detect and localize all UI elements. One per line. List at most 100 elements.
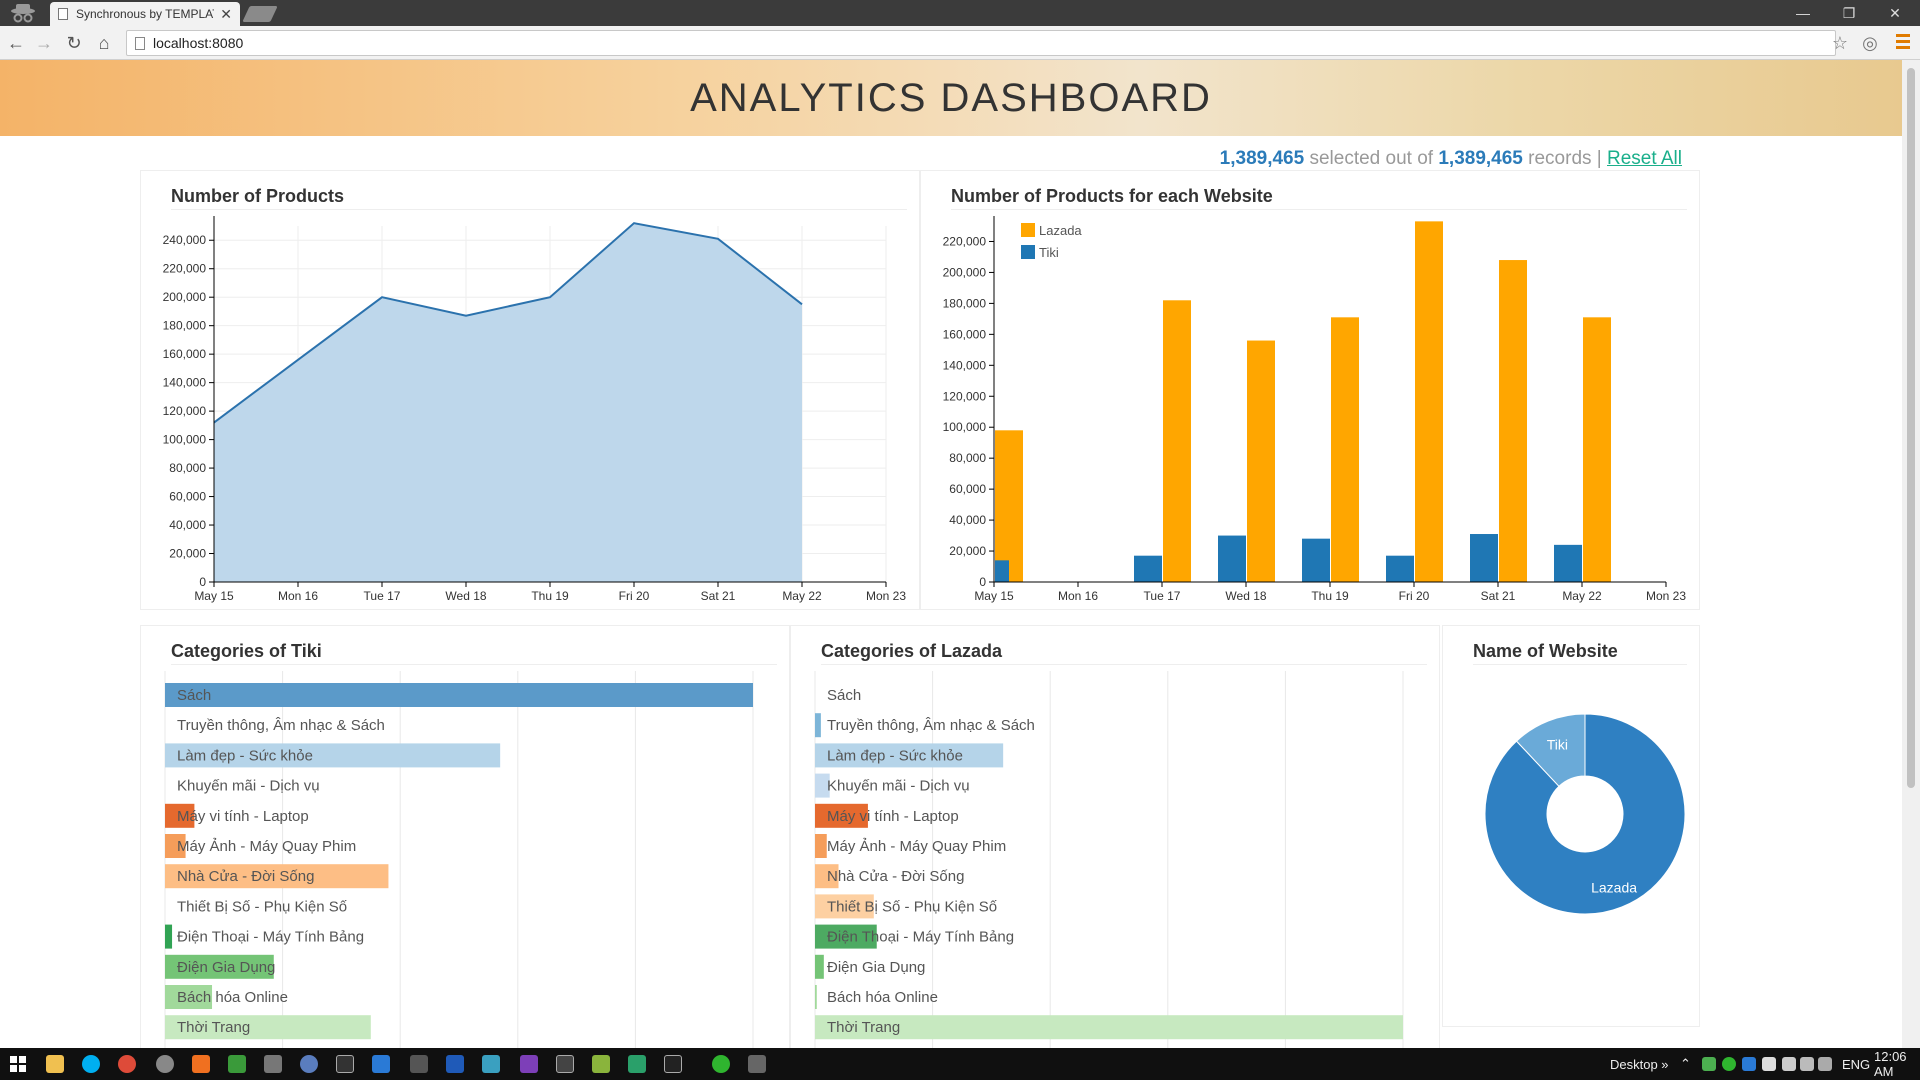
category-label: Thiết Bị Số - Phụ Kiện Số — [827, 898, 998, 915]
bookmark-star-icon[interactable]: ☆ — [1831, 32, 1849, 53]
address-bar[interactable]: localhost:8080 — [126, 30, 1836, 56]
app-icon[interactable] — [628, 1055, 646, 1073]
y-tick-label: 120,000 — [163, 404, 207, 418]
app-icon[interactable] — [748, 1055, 766, 1073]
visual-studio-icon[interactable] — [520, 1055, 538, 1073]
windows-start-icon[interactable] — [10, 1056, 26, 1072]
selected-count: 1,389,465 — [1219, 148, 1305, 169]
category-bar — [165, 834, 186, 858]
back-icon[interactable]: ← — [7, 32, 25, 53]
y-tick-label: 160,000 — [163, 347, 207, 361]
page-title: ANALYTICS DASHBOARD — [690, 75, 1212, 120]
category-bar — [165, 864, 389, 889]
bar-tiki — [1470, 534, 1498, 582]
sublime-icon[interactable] — [192, 1055, 210, 1073]
desktop-toolbar[interactable]: Desktop » — [1610, 1056, 1669, 1072]
app-icon[interactable] — [410, 1055, 428, 1073]
page-icon — [135, 36, 145, 50]
tab-title: Synchronous by TEMPLAT — [76, 7, 215, 21]
x-tick-label: Thu 19 — [1311, 589, 1349, 603]
app-icon[interactable] — [336, 1055, 354, 1073]
app-icon[interactable] — [264, 1055, 282, 1073]
reset-all-link[interactable]: Reset All — [1607, 148, 1682, 169]
menu-icon[interactable] — [1896, 34, 1910, 52]
category-label: Khuyến mãi - Dịch vụ — [177, 778, 320, 795]
bar-tiki — [1302, 538, 1330, 582]
terminal-icon[interactable] — [556, 1055, 574, 1073]
app-icon[interactable] — [664, 1055, 682, 1073]
language-indicator[interactable]: ENG — [1842, 1056, 1871, 1072]
y-tick-label: 140,000 — [943, 358, 987, 372]
x-tick-label: Thu 19 — [531, 589, 569, 603]
reload-icon[interactable]: ↻ — [66, 32, 82, 53]
tiki-categories-chart[interactable]: Sách Truyền thông, Âm nhạc & Sách Làm đẹp … — [141, 626, 791, 1048]
line-icon[interactable] — [712, 1055, 730, 1073]
scrollbar-thumb[interactable] — [1907, 68, 1915, 788]
y-tick-label: 60,000 — [949, 482, 986, 496]
x-tick-label: Sat 21 — [1481, 589, 1516, 603]
bar-lazada — [995, 430, 1023, 582]
category-label: Làm đẹp - Sức khỏe — [827, 747, 963, 764]
tray-up-icon[interactable]: ⌃ — [1680, 1056, 1691, 1071]
skype-icon[interactable] — [82, 1055, 100, 1073]
pie-label: Tiki — [1547, 736, 1568, 752]
extension-icon[interactable]: ◎ — [1862, 32, 1878, 53]
chrome-icon[interactable] — [118, 1055, 136, 1073]
close-tab-icon[interactable]: ✕ — [220, 5, 232, 22]
home-icon[interactable]: ⌂ — [98, 32, 110, 53]
website-donut-chart[interactable]: Lazada Tiki — [1443, 626, 1701, 1028]
lazada-categories-chart[interactable]: Sách Truyền thông, Âm nhạc & Sách Làm đẹp … — [791, 626, 1441, 1048]
panel-website-bars: Number of Products for each Website 0 20,… — [920, 170, 1700, 610]
tray-icon[interactable] — [1702, 1057, 1716, 1071]
tray-icon[interactable] — [1782, 1057, 1796, 1071]
x-tick-label: Sat 21 — [701, 589, 736, 603]
tray-icon[interactable] — [1762, 1057, 1776, 1071]
app-icon[interactable] — [592, 1055, 610, 1073]
new-tab-button[interactable] — [242, 6, 278, 22]
volume-icon[interactable] — [1800, 1057, 1814, 1071]
file-explorer-icon[interactable] — [46, 1055, 64, 1073]
app-icon[interactable] — [446, 1055, 464, 1073]
record-count: 1,389,465 selected out of 1,389,465 reco… — [1220, 148, 1682, 170]
panel-tiki-categories: Categories of Tiki Sách Truyền thông, Âm … — [140, 625, 790, 1048]
notification-icon[interactable] — [1818, 1057, 1832, 1071]
y-tick-label: 0 — [199, 575, 206, 589]
y-tick-label: 20,000 — [169, 547, 206, 561]
products-area-chart[interactable]: May 15 Mon 16 Tue 17 Wed 18 Thu 19 Fri 20 Sat … — [141, 171, 921, 611]
website-bar-chart[interactable]: 0 20,000 40,000 60,000 80,000 100,000 120,000 1… — [921, 171, 1701, 611]
minimize-icon[interactable]: — — [1796, 5, 1810, 21]
category-bar — [815, 773, 830, 798]
y-tick-label: 240,000 — [163, 233, 207, 247]
app-icon[interactable] — [300, 1055, 318, 1073]
dashboard-page: ANALYTICS DASHBOARD 1,389,465 selected o… — [0, 60, 1902, 1048]
category-bar — [165, 954, 274, 979]
app-icon[interactable] — [482, 1055, 500, 1073]
x-tick-label: Mon 16 — [1058, 589, 1098, 603]
y-tick-label: 80,000 — [949, 451, 986, 465]
y-tick-label: 220,000 — [163, 262, 207, 276]
panel-title: Categories of Tiki — [171, 641, 777, 665]
category-label: Thời Trang — [827, 1019, 900, 1036]
incognito-icon — [11, 4, 35, 23]
restore-icon[interactable]: ❐ — [1842, 4, 1856, 21]
panel-title: Number of Products for each Website — [951, 186, 1687, 210]
category-bar — [815, 743, 1004, 768]
windows-taskbar: Desktop » ⌃ ENG 12:06 AM — [0, 1048, 1920, 1080]
page-scrollbar[interactable] — [1902, 60, 1920, 1048]
app-icon[interactable] — [156, 1055, 174, 1073]
bar-tiki — [1386, 555, 1414, 582]
category-label: Sách — [177, 687, 211, 704]
tray-icon[interactable] — [1742, 1057, 1756, 1071]
y-tick-label: 80,000 — [169, 461, 206, 475]
app-icon[interactable] — [228, 1055, 246, 1073]
forward-icon[interactable]: → — [35, 32, 53, 53]
panel-title: Categories of Lazada — [821, 641, 1427, 665]
category-bar — [815, 985, 817, 1009]
close-window-icon[interactable]: ✕ — [1889, 4, 1901, 21]
vscode-icon[interactable] — [372, 1055, 390, 1073]
tray-icon[interactable] — [1722, 1057, 1736, 1071]
clock[interactable]: 12:06 AM — [1874, 1049, 1907, 1079]
browser-tab[interactable]: Synchronous by TEMPLAT ✕ — [50, 2, 240, 26]
bar-tiki — [1134, 555, 1162, 582]
category-label: Thiết Bị Số - Phụ Kiện Số — [177, 898, 348, 915]
